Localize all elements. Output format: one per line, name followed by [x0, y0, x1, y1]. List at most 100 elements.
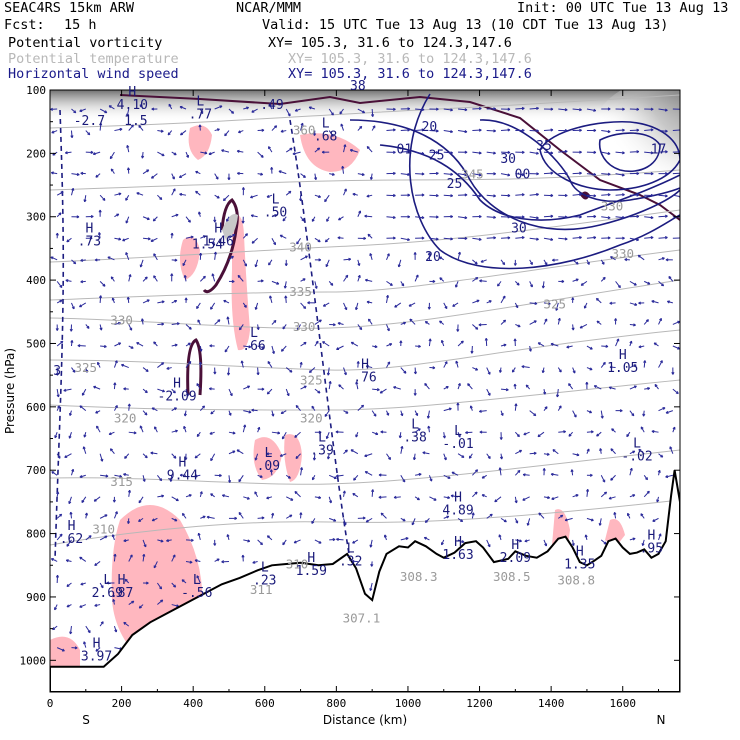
wind-vector: [224, 345, 230, 353]
wind-vector: [150, 237, 158, 242]
wind-vector-head: [544, 391, 547, 395]
wind-vector-head: [371, 489, 374, 492]
wind-vector-head: [105, 110, 108, 113]
wind-vector-head: [309, 371, 312, 373]
wind-vectors: [50, 103, 680, 652]
wind-vector-head: [460, 340, 464, 343]
wind-vector: [429, 194, 439, 197]
wind-vector-head: [610, 448, 613, 452]
wind-vector-head: [407, 128, 410, 131]
wind-vector-head: [316, 286, 318, 289]
wind-vector-head: [126, 167, 129, 171]
wind-vector-head: [343, 188, 347, 191]
wind-vector: [326, 432, 330, 439]
wind-vector: [596, 298, 602, 304]
wind-vector: [309, 367, 316, 373]
wind-vector: [515, 194, 525, 196]
wind-vector-head: [145, 455, 148, 458]
wind-vector-head: [62, 648, 65, 652]
wind-vector-head: [282, 219, 286, 222]
wind-vector-head: [281, 349, 284, 352]
wind-vector-head: [522, 474, 526, 477]
wind-vector-head: [493, 236, 496, 239]
wind-vector: [94, 561, 101, 566]
wind-vector: [400, 367, 407, 374]
wind-vector: [499, 467, 502, 476]
wind-vector: [472, 491, 478, 498]
wind-vector-head: [242, 220, 245, 224]
wind-vector-head: [261, 387, 265, 390]
wind-vector: [242, 424, 246, 433]
wind-vector: [350, 149, 358, 153]
wind-vector-head: [56, 491, 59, 495]
wind-speed-label: 38: [350, 79, 366, 94]
extremum-value: .32: [339, 554, 362, 569]
wind-vector: [325, 259, 330, 267]
wind-vector: [443, 474, 451, 479]
wind-vector-head: [321, 151, 325, 154]
wind-vector-head: [514, 263, 517, 266]
wind-vector-head: [285, 263, 288, 266]
wind-vector-head: [282, 543, 286, 546]
wind-vector-head: [609, 302, 613, 305]
wind-vector-head: [450, 214, 453, 217]
wind-vector-head: [407, 172, 411, 176]
wind-vector-head: [315, 340, 319, 343]
wind-vector-head: [622, 173, 625, 176]
wind-vector-head: [464, 130, 468, 133]
wind-vector-head: [584, 534, 587, 538]
wind-vector-head: [63, 390, 67, 392]
wind-vector-head: [170, 273, 173, 277]
wind-vector-head: [328, 380, 331, 384]
wind-vector-head: [665, 129, 668, 132]
extremum-marker: L: [196, 95, 204, 110]
wind-vector: [142, 169, 150, 175]
wind-vector-head: [643, 360, 646, 363]
wind-contour-outer: [408, 93, 680, 270]
wind-vector-head: [610, 479, 614, 481]
wind-vector: [228, 475, 231, 483]
wind-vector-head: [210, 412, 214, 415]
wind-vector-head: [212, 242, 215, 245]
wind-vector-head: [123, 540, 127, 543]
wind-vector-head: [333, 518, 337, 522]
wind-vector-head: [602, 361, 606, 364]
wind-vector-head: [536, 129, 539, 132]
pv-blob-low-mid-1: [253, 437, 282, 480]
wind-vector-head: [507, 150, 511, 153]
extremum-value: .95: [640, 542, 663, 557]
wind-vector-head: [144, 479, 146, 482]
wind-vector-head: [59, 533, 63, 536]
wind-vector-head: [413, 457, 417, 461]
y-tick-label: 300: [26, 211, 46, 224]
wind-vector: [153, 275, 158, 282]
wind-vector-head: [609, 366, 613, 369]
wind-vector-head: [650, 215, 654, 219]
wind-vector-head: [521, 215, 525, 218]
wind-vector-head: [467, 383, 469, 387]
wind-vector-head: [450, 130, 453, 133]
wind-vector: [629, 302, 638, 306]
wind-vector: [81, 388, 87, 396]
wind-vector: [443, 453, 447, 461]
wind-vector-head: [407, 107, 411, 110]
wind-vector-head: [616, 338, 619, 341]
wind-vector-head: [80, 281, 84, 284]
wind-vector-head: [536, 237, 539, 240]
wind-vector-head: [183, 275, 186, 278]
left-end-label: S: [82, 713, 90, 727]
wind-vector-head: [650, 128, 654, 131]
wind-vector-head: [372, 114, 375, 117]
wind-vector: [385, 295, 389, 304]
wind-vector-head: [479, 431, 483, 434]
wind-vector-head: [167, 133, 171, 136]
wind-vector-head: [413, 252, 416, 255]
wind-vector: [99, 453, 103, 462]
wind-vector-head: [542, 468, 545, 471]
wind-vector-head: [199, 252, 202, 256]
wind-vector-head: [447, 496, 451, 499]
wind-vector: [128, 403, 130, 411]
wind-vector-head: [76, 215, 80, 218]
wind-vector: [371, 108, 374, 117]
wind-vector: [637, 254, 645, 261]
